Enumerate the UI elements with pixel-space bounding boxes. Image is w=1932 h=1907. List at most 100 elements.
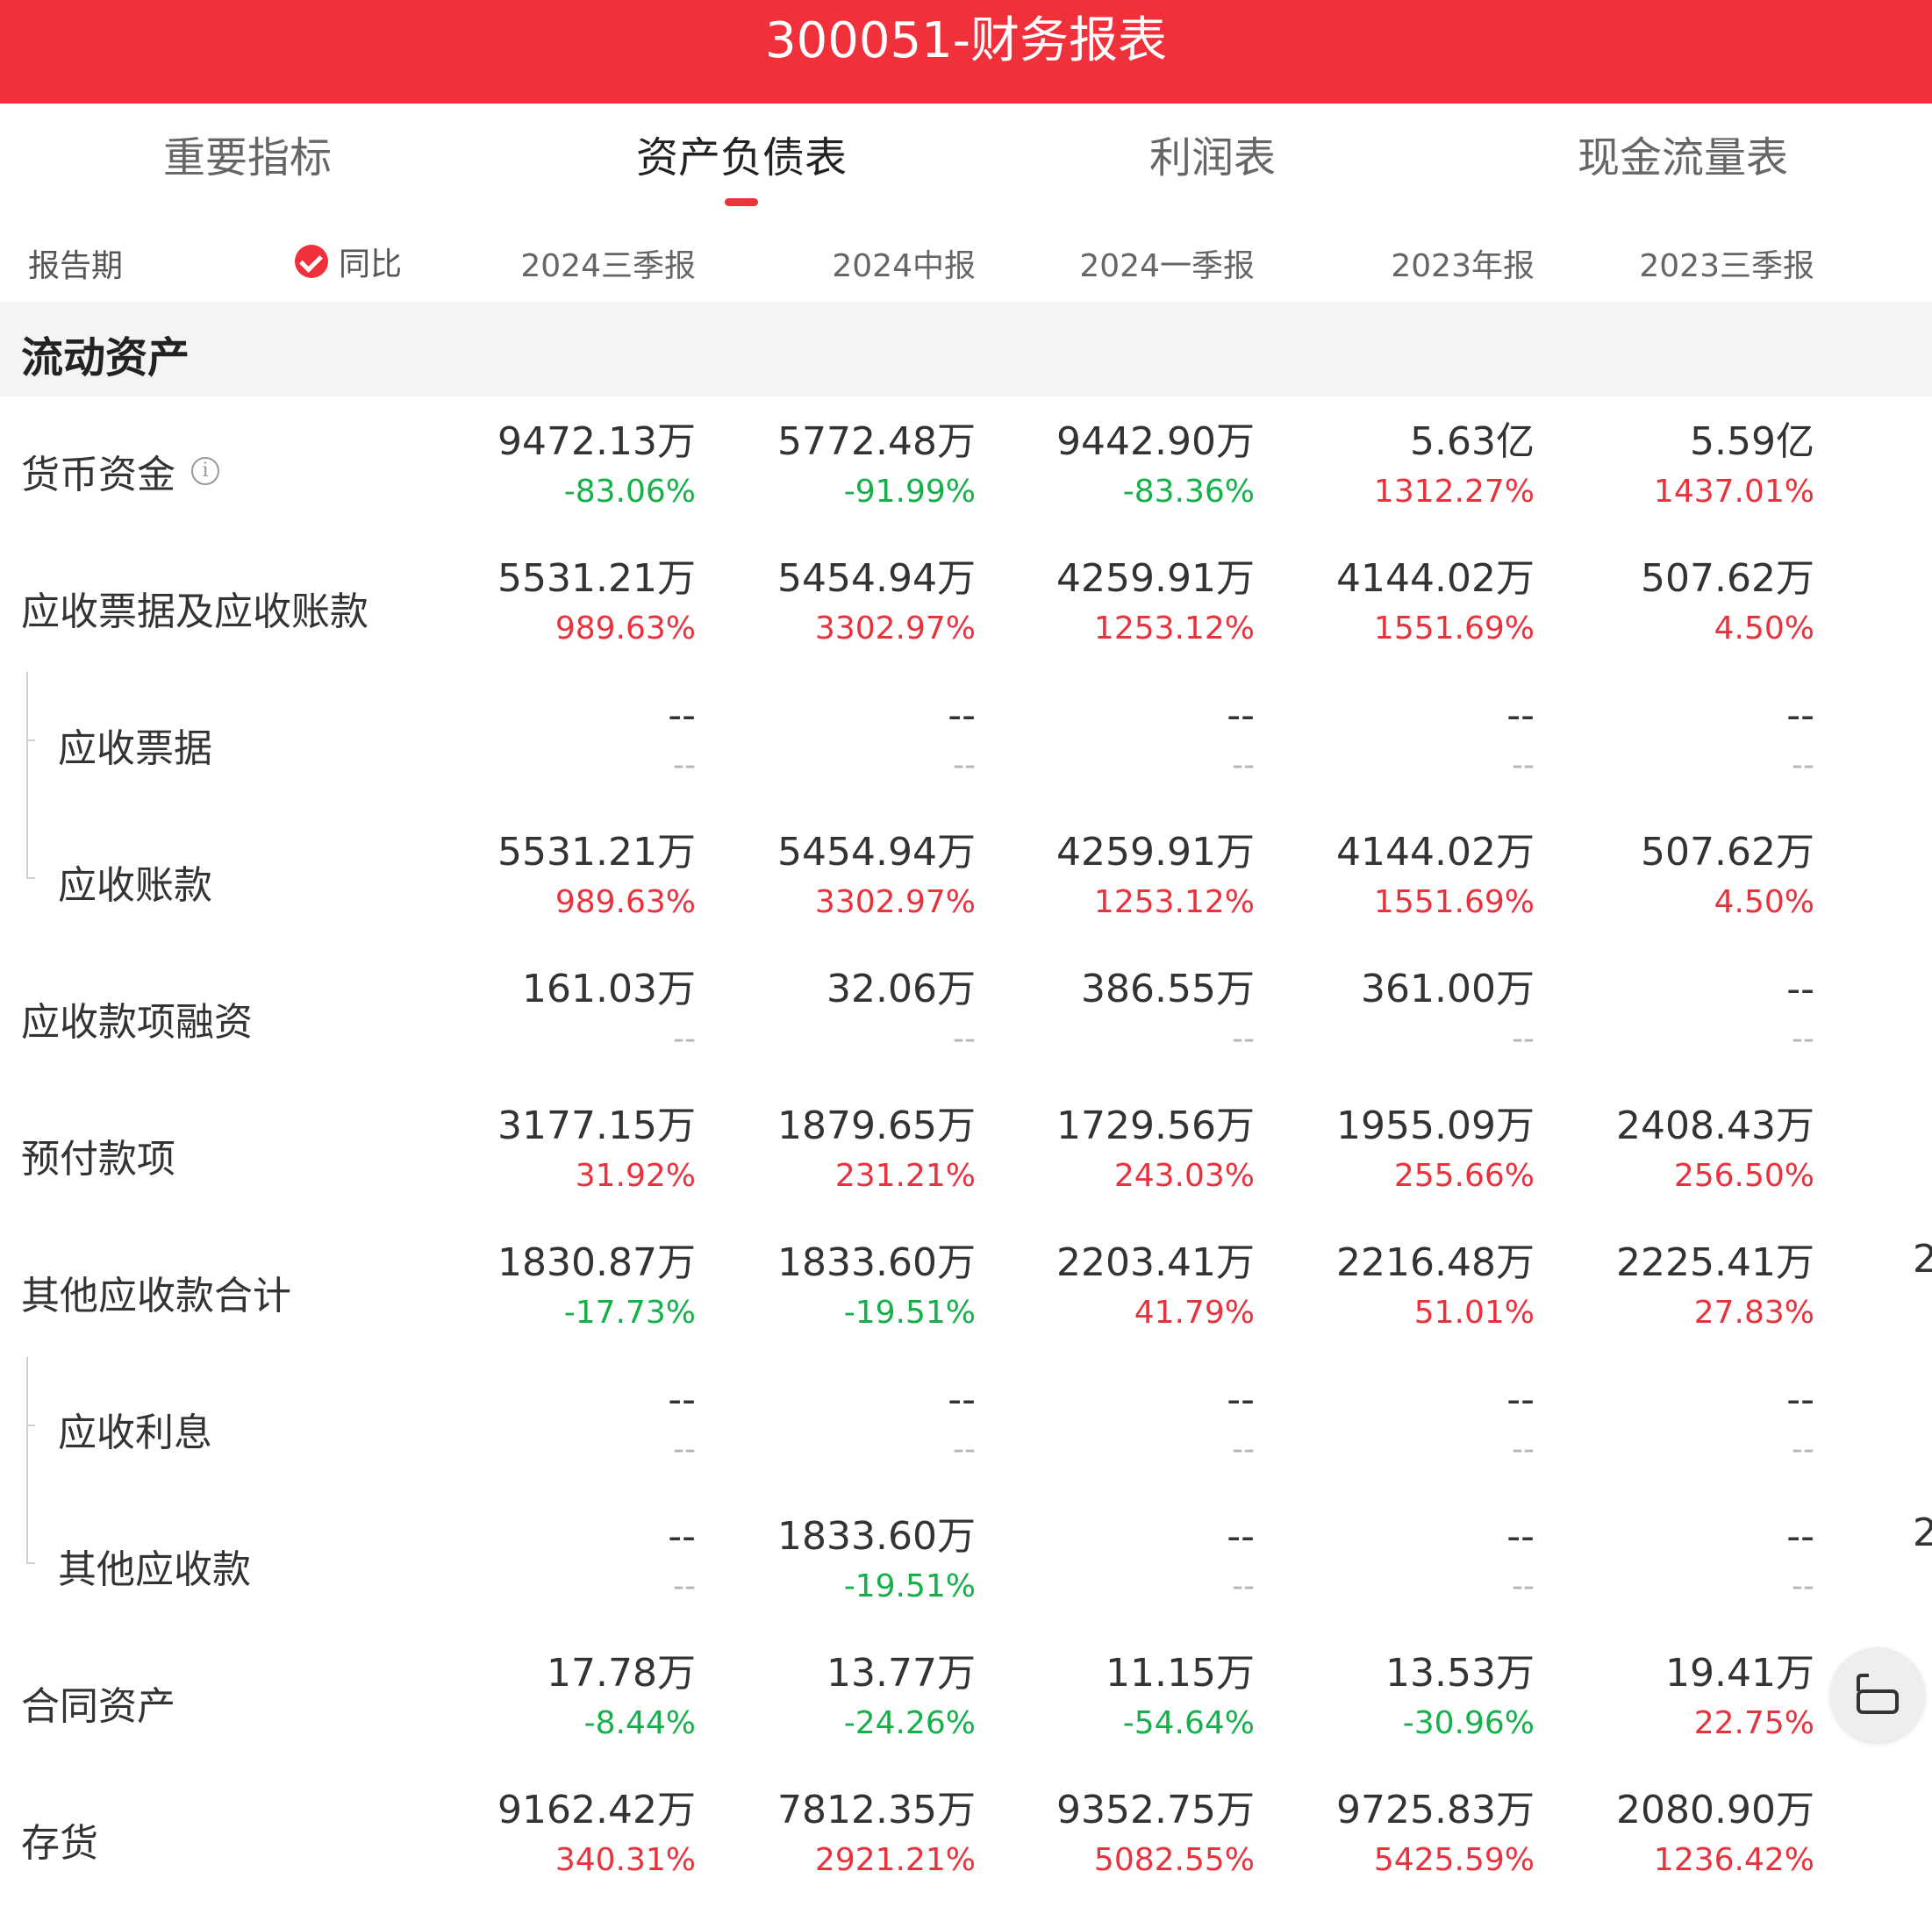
- cell-value: 5454.94万: [777, 556, 976, 601]
- cell-yoy-change: 22.75%: [1693, 1705, 1814, 1741]
- cell-yoy-change: --: [1512, 1432, 1535, 1468]
- cell-value: 1830.87万: [497, 1240, 696, 1285]
- tab-cash-flow[interactable]: 现金流量表: [1577, 133, 1789, 182]
- cell-yoy-change: 1437.01%: [1653, 474, 1814, 510]
- cell-value: 9725.83万: [1336, 1788, 1535, 1832]
- cell-value: 2203.41万: [1056, 1240, 1255, 1285]
- column-period-5[interactable]: 2023三季报: [1639, 248, 1814, 284]
- cell-yoy-change: --: [953, 747, 976, 783]
- cell-yoy-change: -8.44%: [583, 1705, 696, 1741]
- cell-value: 2080.90万: [1616, 1788, 1814, 1832]
- cell-yoy-change: 1551.69%: [1373, 611, 1535, 646]
- cell-value: --: [1786, 1514, 1814, 1559]
- table-row-accounts-receivable[interactable]: 应收账款 5531.21万 989.63% 5454.94万 3302.97% 4259.…: [0, 810, 1932, 946]
- row-label-text: 应收票据及应收账款: [21, 589, 369, 634]
- info-icon[interactable]: [191, 457, 219, 485]
- active-tab-indicator: [725, 198, 758, 206]
- cell-yoy-change: 27.83%: [1693, 1295, 1814, 1331]
- cell-value: 5.59亿: [1690, 419, 1814, 464]
- cell-yoy-change: --: [1792, 1568, 1814, 1604]
- cell-value: 19.41万: [1665, 1651, 1814, 1696]
- cell-yoy-change: --: [1512, 1568, 1535, 1604]
- cell-yoy-change: 989.63%: [555, 611, 696, 646]
- table-row-notes-accounts-receivable[interactable]: 应收票据及应收账款 5531.21万 989.63% 5454.94万 3302.97%…: [0, 536, 1932, 673]
- table-row-notes-receivable[interactable]: 应收票据 -- -- -- -- -- -- -- -- -- --: [0, 673, 1932, 810]
- tab-balance-sheet[interactable]: 资产负债表: [635, 133, 848, 182]
- cell-value: --: [1227, 693, 1255, 738]
- column-period-1[interactable]: 2024三季报: [520, 248, 696, 284]
- row-label-text: 应收账款: [58, 863, 212, 908]
- cell-value: 507.62万: [1641, 830, 1814, 875]
- tab-income-statement[interactable]: 利润表: [1148, 133, 1277, 182]
- cell-yoy-change: -30.96%: [1402, 1705, 1535, 1741]
- cell-yoy-change: --: [1792, 747, 1814, 783]
- cell-yoy-change: 51.01%: [1413, 1295, 1535, 1331]
- cell-value: --: [668, 1514, 696, 1559]
- cell-value: --: [1227, 1514, 1255, 1559]
- table-row-other-receivables-total[interactable]: 其他应收款合计 1830.87万 -17.73% 1833.60万 -19.51% 220…: [0, 1220, 1932, 1357]
- row-label-text: 合同资产: [21, 1684, 175, 1729]
- cell-value: --: [668, 1377, 696, 1422]
- cell-yoy-change: 31.92%: [575, 1158, 696, 1194]
- table-row-cash[interactable]: 货币资金 9472.13万 -83.06% 5772.48万 -91.99% 9442.9…: [0, 399, 1932, 536]
- column-period-4[interactable]: 2023年报: [1391, 248, 1535, 284]
- cell-yoy-change: --: [673, 1432, 696, 1468]
- column-header: 报告期 同比 2024三季报 2024中报 2024一季报 2023年报 202…: [0, 230, 1932, 300]
- section-title: 流动资产: [21, 333, 190, 382]
- table-row-contract-assets[interactable]: 合同资产 17.78万 -8.44% 13.77万 -24.26% 11.15万 -54.6…: [0, 1631, 1932, 1768]
- tree-connector: [26, 1562, 35, 1564]
- statement-tabs: 重要指标 资产负债表 利润表 现金流量表: [0, 104, 1932, 213]
- yoy-toggle[interactable]: 同比: [295, 240, 402, 282]
- cell-value: 17.78万: [547, 1651, 696, 1696]
- cell-yoy-change: -91.99%: [843, 474, 976, 510]
- cell-yoy-change: -17.73%: [563, 1295, 696, 1331]
- clipped-cell-value: 2: [1913, 1237, 1932, 1282]
- landscape-toggle-button[interactable]: [1830, 1647, 1925, 1742]
- row-label-text: 存货: [21, 1821, 98, 1866]
- cell-yoy-change: --: [673, 1021, 696, 1057]
- cell-value: 5772.48万: [777, 419, 976, 464]
- cell-value: 5531.21万: [497, 556, 696, 601]
- cell-value: --: [668, 693, 696, 738]
- cell-yoy-change: 4.50%: [1714, 611, 1814, 646]
- cell-value: 1729.56万: [1056, 1103, 1255, 1148]
- cell-yoy-change: 255.66%: [1393, 1158, 1535, 1194]
- cell-yoy-change: 231.21%: [834, 1158, 976, 1194]
- rotate-screen-icon: [1857, 1674, 1899, 1714]
- cell-yoy-change: -83.36%: [1122, 474, 1255, 510]
- cell-value: 7812.35万: [777, 1788, 976, 1832]
- cell-yoy-change: 256.50%: [1673, 1158, 1814, 1194]
- cell-value: 386.55万: [1081, 967, 1255, 1011]
- row-label-text: 其他应收款: [58, 1547, 251, 1592]
- row-label: 合同资产: [21, 1675, 175, 1731]
- table-row-interest-receivable[interactable]: 应收利息 -- -- -- -- -- -- -- -- -- --: [0, 1357, 1932, 1494]
- cell-value: --: [1506, 1377, 1535, 1422]
- table-row-other-receivables[interactable]: 其他应收款 -- -- 1833.60万 -19.51% -- -- -- -- -- --: [0, 1494, 1932, 1631]
- cell-yoy-change: --: [673, 747, 696, 783]
- tab-key-indicators[interactable]: 重要指标: [162, 133, 333, 182]
- row-label: 应收账款: [58, 854, 212, 910]
- row-label: 其他应收款合计: [21, 1264, 291, 1320]
- table-row-inventory[interactable]: 存货 9162.42万 340.31% 7812.35万 2921.21% 9352.75…: [0, 1768, 1932, 1904]
- tree-connector: [26, 739, 35, 741]
- column-period-3[interactable]: 2024一季报: [1079, 248, 1255, 284]
- cell-yoy-change: 5425.59%: [1373, 1842, 1535, 1878]
- cell-value: 9162.42万: [497, 1788, 696, 1832]
- cell-value: 4144.02万: [1336, 556, 1535, 601]
- column-period-2[interactable]: 2024中报: [832, 248, 976, 284]
- cell-value: --: [948, 693, 976, 738]
- table-row-receivables-financing[interactable]: 应收款项融资 161.03万 -- 32.06万 -- 386.55万 -- 361.00万 -…: [0, 946, 1932, 1083]
- cell-yoy-change: 3302.97%: [814, 611, 976, 646]
- table-row-prepayments[interactable]: 预付款项 3177.15万 31.92% 1879.65万 231.21% 1729.56…: [0, 1083, 1932, 1220]
- cell-value: 32.06万: [826, 967, 976, 1011]
- cell-value: 9472.13万: [497, 419, 696, 464]
- cell-value: --: [1786, 693, 1814, 738]
- check-icon[interactable]: [295, 245, 328, 278]
- row-label: 预付款项: [21, 1127, 175, 1183]
- cell-yoy-change: 5082.55%: [1093, 1842, 1255, 1878]
- section-header-current-assets: 流动资产: [0, 302, 1932, 396]
- cell-value: 4259.91万: [1056, 830, 1255, 875]
- cell-yoy-change: -83.06%: [563, 474, 696, 510]
- row-label: 应收票据及应收账款: [21, 580, 369, 636]
- cell-value: --: [1506, 693, 1535, 738]
